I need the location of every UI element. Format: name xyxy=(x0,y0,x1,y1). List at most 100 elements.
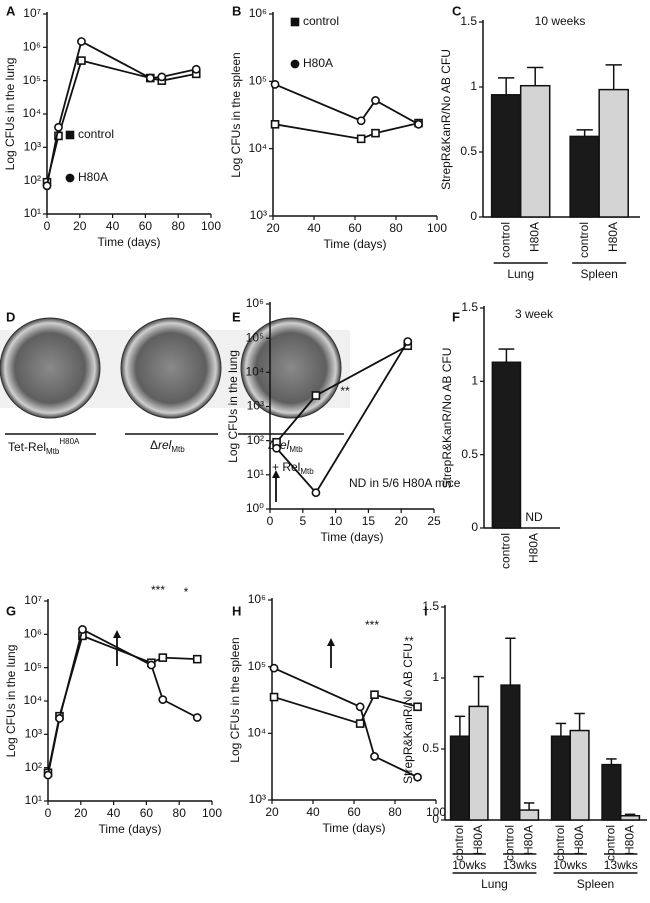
x-tick-label: H80A xyxy=(527,222,541,252)
y-tick-label: 10⁴ xyxy=(247,726,266,740)
x-tick-label: 0 xyxy=(44,219,51,233)
bar xyxy=(518,809,540,821)
error-bar xyxy=(555,722,567,737)
legend-label: control xyxy=(78,127,114,141)
y-tick-label: 0.5 xyxy=(461,447,478,461)
x-tick-label: control xyxy=(604,825,618,861)
x-tick-label: 100 xyxy=(426,805,446,819)
y-tick-label: 10³ xyxy=(247,399,264,413)
x-tick-label: control xyxy=(553,825,567,861)
x-tick-label: 0 xyxy=(267,514,274,528)
group-label: Spleen xyxy=(580,267,617,281)
bar xyxy=(468,705,489,821)
x-tick-label: 0 xyxy=(45,806,52,820)
bar xyxy=(491,361,522,529)
marker xyxy=(269,663,279,673)
annotation: ND xyxy=(525,510,543,524)
bar xyxy=(449,735,470,821)
x-tick-label: 15 xyxy=(362,514,376,528)
y-tick-label: 10⁵ xyxy=(246,330,264,344)
chart-title: 10 weeks xyxy=(535,14,586,28)
legend-marker xyxy=(290,59,300,69)
x-axis-label: Time (days) xyxy=(324,237,387,251)
legend-label: control xyxy=(303,14,339,28)
series-line xyxy=(46,40,197,187)
x-axis-label: Time (days) xyxy=(98,235,161,249)
bar xyxy=(519,84,551,218)
marker xyxy=(77,37,86,46)
marker xyxy=(371,96,380,105)
x-tick-label: 60 xyxy=(347,805,361,819)
marker xyxy=(413,772,422,782)
y-tick-label: 10³ xyxy=(25,727,42,741)
marker xyxy=(54,122,63,132)
legend-marker xyxy=(65,130,75,140)
bar xyxy=(569,729,590,821)
marker xyxy=(272,443,281,453)
error-bar xyxy=(498,348,515,363)
bar xyxy=(550,735,571,821)
x-axis-label: Time (days) xyxy=(321,530,384,544)
x-tick-label: 60 xyxy=(140,806,154,820)
y-tick-label: 10⁴ xyxy=(245,365,264,379)
x-tick-label: 60 xyxy=(348,221,362,235)
panel-letter: E xyxy=(232,309,241,324)
label-text: Δ xyxy=(268,438,276,452)
y-axis-label: Log CFUs in the lung xyxy=(4,645,18,758)
x-tick-label: control xyxy=(577,222,591,258)
x-tick-label: 100 xyxy=(202,806,222,820)
marker xyxy=(370,690,379,699)
marker xyxy=(414,119,423,129)
series-line xyxy=(47,634,198,774)
y-tick-label: 1 xyxy=(432,670,439,684)
x-tick-label: control xyxy=(503,825,517,861)
marker xyxy=(371,128,380,138)
dish xyxy=(120,317,222,419)
y-axis-label: Log CFUs in the spleen xyxy=(229,52,243,177)
y-tick-label: 1.5 xyxy=(460,14,477,28)
group-label: Spleen xyxy=(577,877,614,891)
x-tick-label: H80A xyxy=(572,825,586,855)
marker xyxy=(43,770,53,780)
legend-marker xyxy=(65,173,75,183)
y-tick-label: 10⁶ xyxy=(249,6,267,20)
x-tick-label: H80A xyxy=(521,825,535,855)
y-tick-label: 0 xyxy=(432,812,439,826)
panel-letter: D xyxy=(6,309,15,324)
series-line xyxy=(273,667,418,778)
series-line xyxy=(273,693,418,725)
marker xyxy=(78,625,87,634)
series-line xyxy=(274,122,419,140)
arrow-head xyxy=(327,638,335,646)
y-tick-label: 10² xyxy=(24,173,41,187)
error-bar xyxy=(605,64,622,90)
legend-label: H80A xyxy=(303,56,333,70)
marker xyxy=(192,654,202,664)
label-text: Tet-Rel xyxy=(8,440,46,454)
x-tick-label: H80A xyxy=(622,825,636,855)
series-line xyxy=(274,83,419,126)
y-axis-label: Log CFUs in the lung xyxy=(3,58,17,171)
x-tick-label: 80 xyxy=(389,221,403,235)
y-tick-label: 10² xyxy=(247,433,264,447)
label-sub: Mtb xyxy=(46,447,60,456)
error-bar xyxy=(523,802,535,811)
legend-marker xyxy=(290,17,300,27)
strain-label: + RelMtb xyxy=(272,460,314,476)
legend-label: H80A xyxy=(78,170,108,184)
x-tick-label: 20 xyxy=(266,221,280,235)
x-axis-label: Time (days) xyxy=(99,822,162,836)
group-label: 10wks xyxy=(553,858,587,872)
x-tick-label: 80 xyxy=(388,805,402,819)
marker xyxy=(42,181,52,191)
x-tick-label: H80A xyxy=(527,533,541,563)
panel-letter: I xyxy=(424,603,428,618)
error-bar xyxy=(505,637,516,686)
x-tick-label: control xyxy=(452,825,466,861)
marker xyxy=(54,131,63,141)
label-text: rel xyxy=(158,438,172,452)
marker xyxy=(191,64,201,74)
y-axis-label: StrepR&KanR/No AB CFU xyxy=(439,49,453,190)
marker xyxy=(355,702,365,712)
y-tick-label: 0.5 xyxy=(422,741,439,755)
